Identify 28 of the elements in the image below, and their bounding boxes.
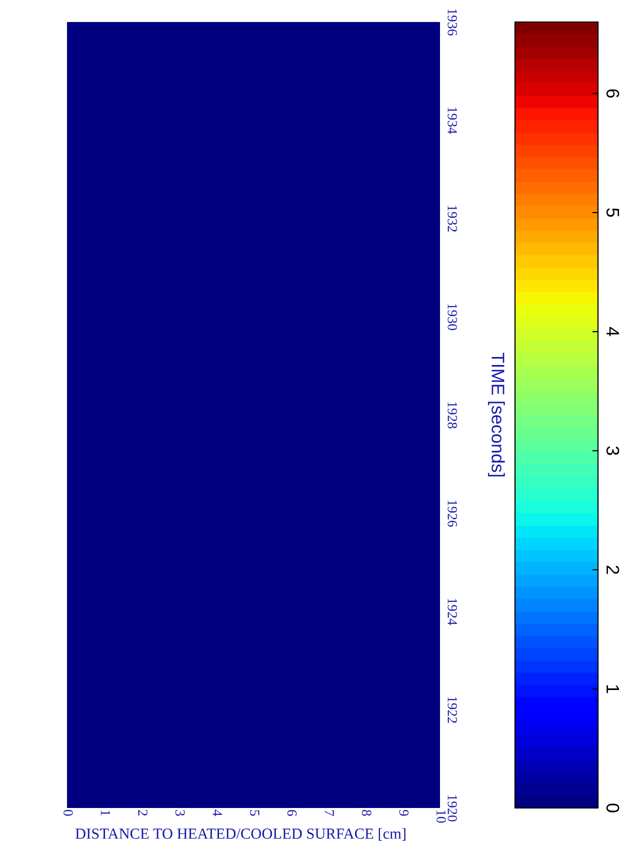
- y-tick-label: 1920: [448, 795, 458, 822]
- x-tick-label: 6: [287, 810, 297, 816]
- y-tick-label: 1926: [448, 500, 458, 527]
- x-tick-label: 5: [250, 810, 260, 816]
- color-bar-label: 5: [606, 208, 620, 217]
- x-tick-label: 8: [362, 810, 372, 816]
- x-tick-label: 0: [64, 810, 73, 816]
- y-axis-title: TIME [seconds]: [488, 352, 505, 476]
- y-tick-label: 1934: [448, 108, 458, 134]
- y-tick-label: 1922: [448, 697, 458, 723]
- color-bar-label: 6: [606, 89, 620, 98]
- x-tick-label: 2: [138, 810, 148, 816]
- color-bar-label: 1: [606, 685, 620, 694]
- y-tick-label: 1932: [448, 206, 458, 232]
- x-tick-label: 9: [399, 810, 409, 816]
- color-bar-label: 2: [606, 566, 620, 574]
- x-tick-label: 3: [175, 810, 185, 816]
- y-tick-label: 1928: [448, 402, 458, 428]
- y-tick-label: 1930: [448, 304, 458, 330]
- x-tick-label: 1: [100, 810, 110, 816]
- x-tick-label: 10: [436, 810, 446, 823]
- color-bar-label: 3: [606, 446, 620, 455]
- y-tick-label: 1936: [448, 9, 458, 36]
- x-tick-label: 4: [212, 810, 222, 816]
- x-axis-title: DISTANCE TO HEATED/COOLED SURFACE [cm]: [75, 828, 406, 841]
- y-tick-label: 1924: [448, 598, 458, 626]
- color-bar-label: 4: [606, 327, 620, 336]
- x-tick-label: 7: [324, 810, 334, 816]
